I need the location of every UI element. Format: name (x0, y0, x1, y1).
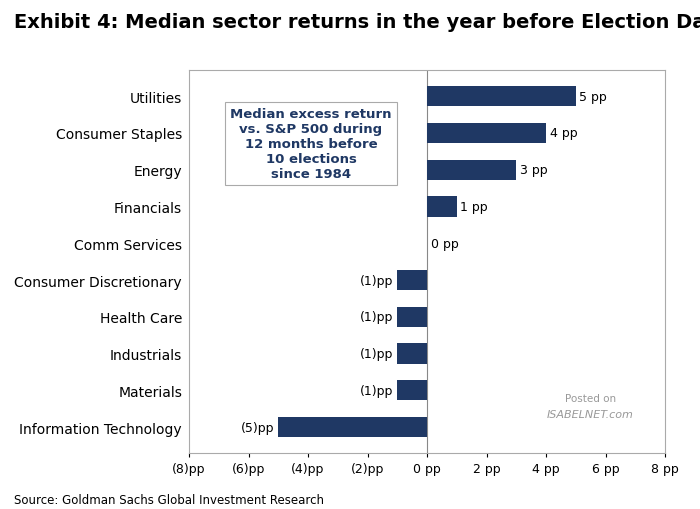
Text: (1)pp: (1)pp (360, 274, 393, 287)
Text: 1 pp: 1 pp (461, 201, 488, 214)
Text: (1)pp: (1)pp (360, 384, 393, 397)
Text: (1)pp: (1)pp (360, 310, 393, 324)
Bar (398, 381, 427, 401)
Text: Exhibit 4: Median sector returns in the year before Election Day: Exhibit 4: Median sector returns in the … (14, 13, 700, 32)
Text: 3 pp: 3 pp (520, 164, 547, 177)
Text: (5)pp: (5)pp (241, 421, 274, 434)
Text: 4 pp: 4 pp (550, 127, 578, 140)
Text: 5 pp: 5 pp (580, 91, 607, 103)
Text: 0 pp: 0 pp (430, 237, 458, 250)
Bar (398, 344, 427, 364)
Bar (279, 417, 427, 437)
Bar (398, 270, 427, 291)
Bar (427, 124, 546, 144)
Bar (427, 160, 517, 181)
Text: ISABELNET.com: ISABELNET.com (547, 409, 634, 419)
Bar (398, 307, 427, 327)
Text: Source: Goldman Sachs Global Investment Research: Source: Goldman Sachs Global Investment … (14, 494, 324, 506)
Bar (427, 87, 575, 107)
Bar (427, 197, 456, 217)
Text: (1)pp: (1)pp (360, 348, 393, 360)
Text: Median excess return
vs. S&P 500 during
12 months before
10 elections
since 1984: Median excess return vs. S&P 500 during … (230, 108, 392, 181)
Text: Posted on: Posted on (565, 393, 616, 403)
